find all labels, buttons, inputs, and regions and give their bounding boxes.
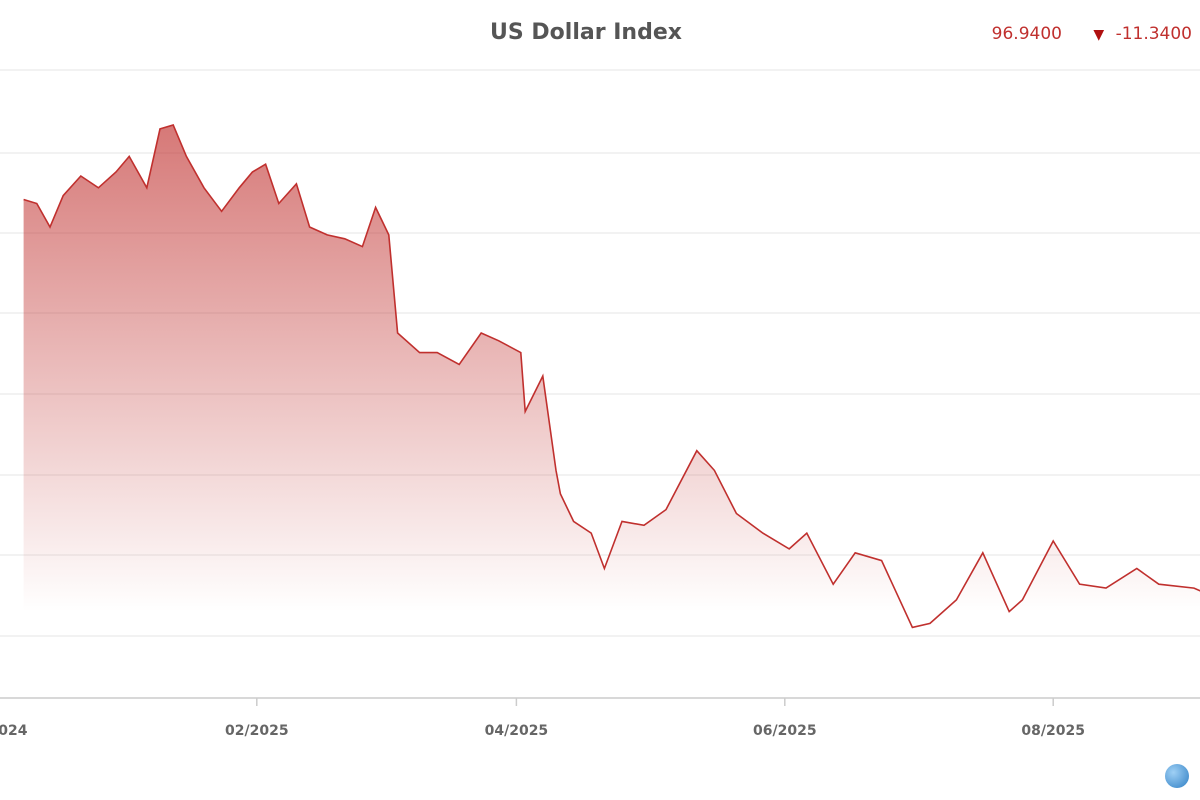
globe-icon: [1165, 764, 1190, 788]
area-fill: [23, 125, 1200, 698]
brand-logo: 2: [1165, 764, 1200, 788]
x-tick-label: 02/2025: [225, 723, 289, 739]
price-readout: 96.9400 ▼ -11.3400: [992, 24, 1192, 44]
chart-title: US Dollar Index: [490, 20, 682, 45]
x-tick-label: 04/2025: [485, 723, 549, 739]
x-tick-label: 2024: [0, 723, 28, 739]
x-ticks: 2024 02/2025 04/2025 06/2025 08/2025: [0, 698, 1085, 739]
series-line: [23, 124, 1200, 629]
x-tick-label: 08/2025: [1021, 723, 1085, 739]
last-value: 96.9400: [991, 24, 1062, 44]
change-value: -11.3400: [1115, 24, 1192, 44]
x-tick-label: 06/2025: [753, 723, 817, 739]
down-arrow-icon: ▼: [1093, 27, 1105, 43]
brand-text: 2: [1199, 766, 1200, 785]
